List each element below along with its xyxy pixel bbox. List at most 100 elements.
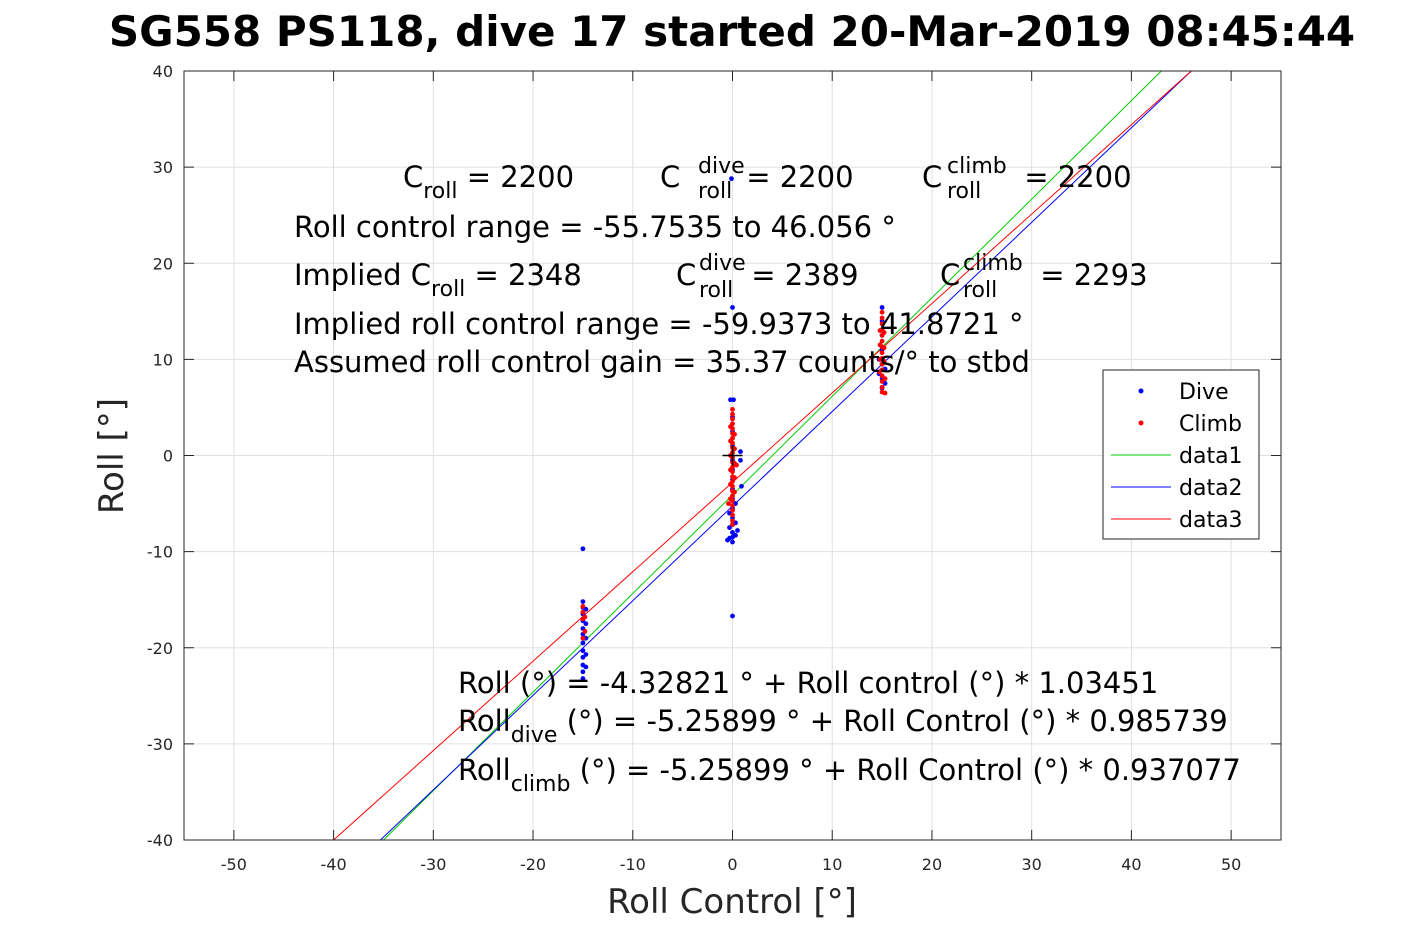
point-climb [877,328,883,333]
point-dive [735,528,740,533]
point-dive [730,530,735,535]
point-climb [728,438,733,444]
point-dive [733,532,738,538]
point-climb [879,315,885,321]
x-tick-label: -30 [420,855,446,874]
scatter-points [580,176,888,681]
point-climb [726,501,731,506]
point-climb [879,338,885,344]
point-dive [583,652,589,657]
legend-label-data1: data1 [1179,444,1243,469]
legend-label-climb: Climb [1179,412,1242,437]
point-dive [731,397,736,403]
x-tick-label: 50 [1221,855,1241,874]
axis-ticks: -50 -40 -30 -20 -10 0 10 20 30 40 50 -40 -30 -20 -10 0 1… [147,62,1281,874]
x-tick-label: -50 [221,855,247,874]
point-climb [732,446,737,452]
point-climb [730,518,735,524]
point-climb [881,345,887,351]
x-tick-label: 40 [1121,855,1141,874]
annotation-gain: Assumed roll control gain = 35.37 counts… [294,345,1030,379]
legend-label-dive: Dive [1179,380,1229,405]
point-climb [882,390,888,396]
point-dive [738,449,743,455]
point-climb [730,503,735,508]
y-tick-label: -20 [147,639,173,658]
point-climb [732,475,737,481]
point-dive [580,676,586,681]
annotation-roll-control-range: Roll control range = -55.7535 to 46.056 … [294,210,896,244]
point-climb [879,321,885,327]
annotation-implied-range: Implied roll control range = -59.9373 to… [294,307,1024,341]
point-climb [879,384,885,390]
line-data3 [333,70,1192,841]
y-axis-label: Roll [°] [92,398,132,514]
point-dive [583,664,589,670]
point-climb [730,416,735,422]
point-climb [730,406,735,412]
point-dive [730,305,735,310]
point-dive [730,613,735,619]
fit-lines [333,70,1192,841]
legend-swatch-dive [1138,388,1144,394]
x-tick-label: 30 [1022,855,1042,874]
point-climb [730,507,735,513]
crosshair-marker [722,445,743,466]
x-tick-label: -10 [620,855,646,874]
annotation-fit-climb: Rollclimb (°) = -5.25899 ° + Roll Contro… [458,753,1241,797]
point-climb [879,373,885,379]
point-climb [879,379,885,384]
point-climb [580,635,586,641]
legend-label-data2: data2 [1179,476,1243,501]
y-tick-label: 30 [153,158,173,177]
point-climb [582,629,588,634]
x-tick-label: 0 [727,855,737,874]
annotation-fit-all: Roll (°) = -4.32821 ° + Roll control (°)… [458,666,1158,700]
point-climb [730,512,735,518]
point-dive [580,654,586,660]
point-climb [730,411,735,417]
point-dive [580,669,586,675]
y-tick-label: 0 [163,447,173,466]
point-dive [730,539,735,545]
legend-swatch-climb [1138,420,1144,426]
x-tick-label: -20 [520,855,546,874]
point-dive [729,176,734,182]
annotation-implied-croll: Implied Croll = 2348 [294,258,582,302]
point-climb [582,614,588,620]
point-climb [730,522,735,528]
line-data2 [380,70,1192,841]
y-tick-label: -40 [147,831,173,850]
y-tick-label: 20 [153,254,173,273]
y-tick-label: 40 [153,62,173,81]
x-tick-label: 20 [922,855,942,874]
annotation-fit-dive: Rolldive (°) = -5.25899 ° + Roll Control… [458,704,1228,748]
line-data1 [383,70,1162,841]
point-climb [881,358,887,364]
point-climb [876,369,882,375]
point-dive [739,483,744,489]
point-climb [728,481,733,487]
point-climb [728,496,733,502]
point-climb [881,330,887,335]
legend: Dive Climb data1 data2 data3 [1102,369,1260,540]
point-climb [734,462,739,468]
point-climb [877,342,883,348]
point-climb [580,609,586,615]
point-climb [877,356,883,362]
y-tick-label: 10 [153,350,173,369]
point-dive [580,599,586,605]
point-climb [732,431,737,437]
y-tick-label: -10 [147,543,173,562]
point-dive [879,305,885,310]
point-dive [580,546,586,552]
point-climb [879,309,885,315]
x-tick-label: 10 [822,855,842,874]
point-dive [583,606,589,612]
x-tick-label: -40 [321,855,347,874]
